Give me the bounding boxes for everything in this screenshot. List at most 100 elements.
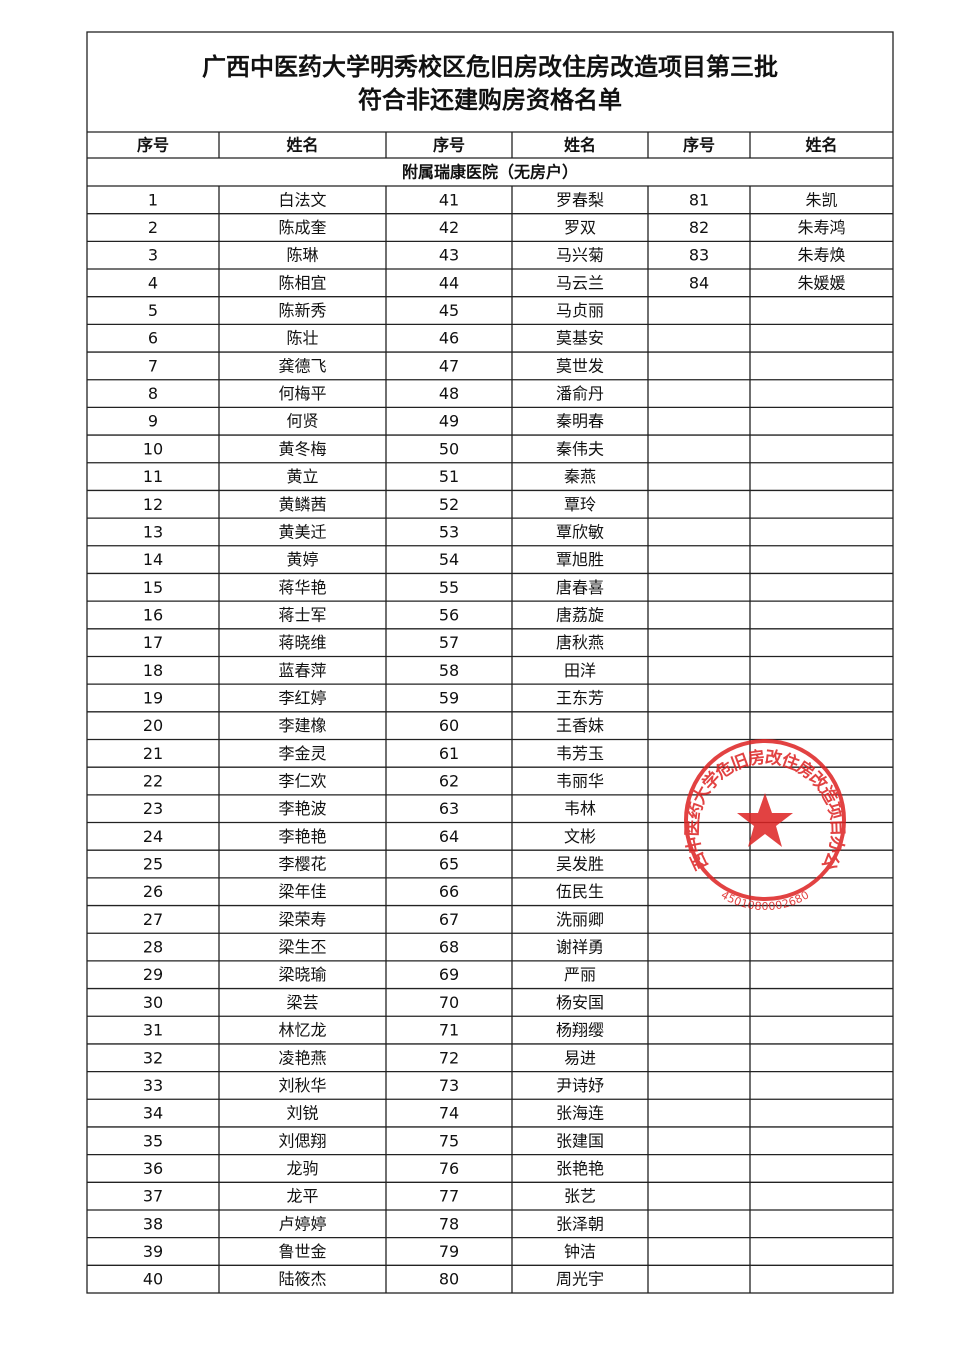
seq-cell: 27 [143,910,163,929]
seq-cell: 35 [143,1131,163,1150]
name-cell: 严丽 [564,965,596,984]
seq-cell: 20 [143,716,163,735]
seq-cell: 78 [439,1214,459,1233]
seq-cell: 63 [439,799,459,818]
name-cell: 鲁世金 [278,1242,326,1261]
seq-cell: 52 [439,495,459,514]
name-cell: 朱寿焕 [797,246,845,265]
header-cell: 序号 [137,136,169,155]
header-cell: 姓名 [564,136,596,155]
seq-cell: 57 [439,633,459,652]
seq-cell: 15 [143,578,163,597]
name-cell: 凌艳燕 [278,1048,326,1067]
name-cell: 刘锐 [286,1104,318,1123]
seq-cell: 6 [148,329,158,348]
seq-cell: 34 [143,1104,163,1123]
seq-cell: 62 [439,772,459,791]
table-border [86,31,894,1294]
seq-cell: 64 [439,827,459,846]
seq-cell: 33 [143,1076,163,1095]
name-cell: 杨安国 [556,993,604,1012]
name-cell: 陈壮 [286,329,318,348]
name-cell: 梁芸 [286,993,318,1012]
name-cell: 马贞丽 [556,301,604,320]
name-cell: 梁年佳 [278,882,326,901]
name-cell: 韦林 [564,799,596,818]
name-cell: 罗双 [564,218,596,237]
header-cell: 姓名 [805,136,837,155]
name-cell: 梁晓瑜 [278,965,326,984]
seq-cell: 49 [439,412,459,431]
name-cell: 覃欣敏 [556,522,604,541]
header-cell: 序号 [683,136,715,155]
name-cell: 覃玲 [564,495,596,514]
name-cell: 唐秋燕 [556,633,604,652]
name-cell: 陈相宜 [278,273,326,292]
name-cell: 马云兰 [556,273,604,292]
name-cell: 陆筱杰 [278,1270,326,1289]
name-cell: 李金灵 [278,744,326,763]
name-cell: 李红婷 [278,688,326,707]
seq-cell: 79 [439,1242,459,1261]
name-cell: 易进 [564,1048,596,1067]
seq-cell: 55 [439,578,459,597]
header-cell: 姓名 [286,136,318,155]
seq-cell: 42 [439,218,459,237]
name-cell: 张建国 [556,1131,604,1150]
seq-cell: 60 [439,716,459,735]
name-cell: 王香妹 [556,716,604,735]
name-cell: 蓝春萍 [278,661,326,680]
seq-cell: 67 [439,910,459,929]
name-cell: 潘俞丹 [556,384,604,403]
seq-cell: 51 [439,467,459,486]
title: 符合非还建购房资格名单 [358,86,622,114]
section-title: 附属瑞康医院（无房户） [402,163,578,182]
name-cell: 梁荣寿 [278,910,326,929]
seq-cell: 54 [439,550,459,569]
name-cell: 吴发胜 [556,855,604,874]
seq-cell: 37 [143,1187,163,1206]
seq-cell: 84 [689,273,709,292]
seq-cell: 8 [148,384,158,403]
seq-cell: 75 [439,1131,459,1150]
seq-cell: 14 [143,550,163,569]
name-cell: 李建橡 [278,716,326,735]
name-cell: 唐春喜 [556,578,604,597]
seq-cell: 24 [143,827,163,846]
seq-cell: 70 [439,993,459,1012]
name-cell: 朱寿鸿 [797,218,845,237]
seq-cell: 11 [143,467,163,486]
name-cell: 朱媛媛 [797,273,845,292]
seq-cell: 83 [689,246,709,265]
name-cell: 秦明春 [556,412,604,431]
name-cell: 蒋华艳 [278,578,326,597]
name-cell: 何贤 [286,412,318,431]
name-cell: 王东芳 [556,688,604,707]
seq-cell: 53 [439,522,459,541]
seq-cell: 28 [143,938,163,957]
name-cell: 刘秋华 [278,1076,326,1095]
name-cell: 何梅平 [278,384,326,403]
seq-cell: 45 [439,301,459,320]
name-cell: 谢祥勇 [556,938,604,957]
seq-cell: 50 [439,439,459,458]
seq-cell: 46 [439,329,459,348]
name-cell: 陈成奎 [278,218,326,237]
seq-cell: 41 [439,190,459,209]
name-cell: 龙驹 [286,1159,318,1178]
stamp-star [737,793,793,847]
name-cell: 罗春梨 [556,190,604,209]
name-cell: 卢婷婷 [278,1214,326,1233]
seq-cell: 30 [143,993,163,1012]
name-cell: 张泽朝 [556,1214,604,1233]
name-cell: 伍民生 [556,882,604,901]
name-cell: 莫基安 [556,329,604,348]
seq-cell: 17 [143,633,163,652]
seq-cell: 38 [143,1214,163,1233]
seq-cell: 40 [143,1270,163,1289]
seq-cell: 19 [143,688,163,707]
title: 广西中医药大学明秀校区危旧房改住房改造项目第三批 [202,53,778,81]
seq-cell: 10 [143,439,163,458]
